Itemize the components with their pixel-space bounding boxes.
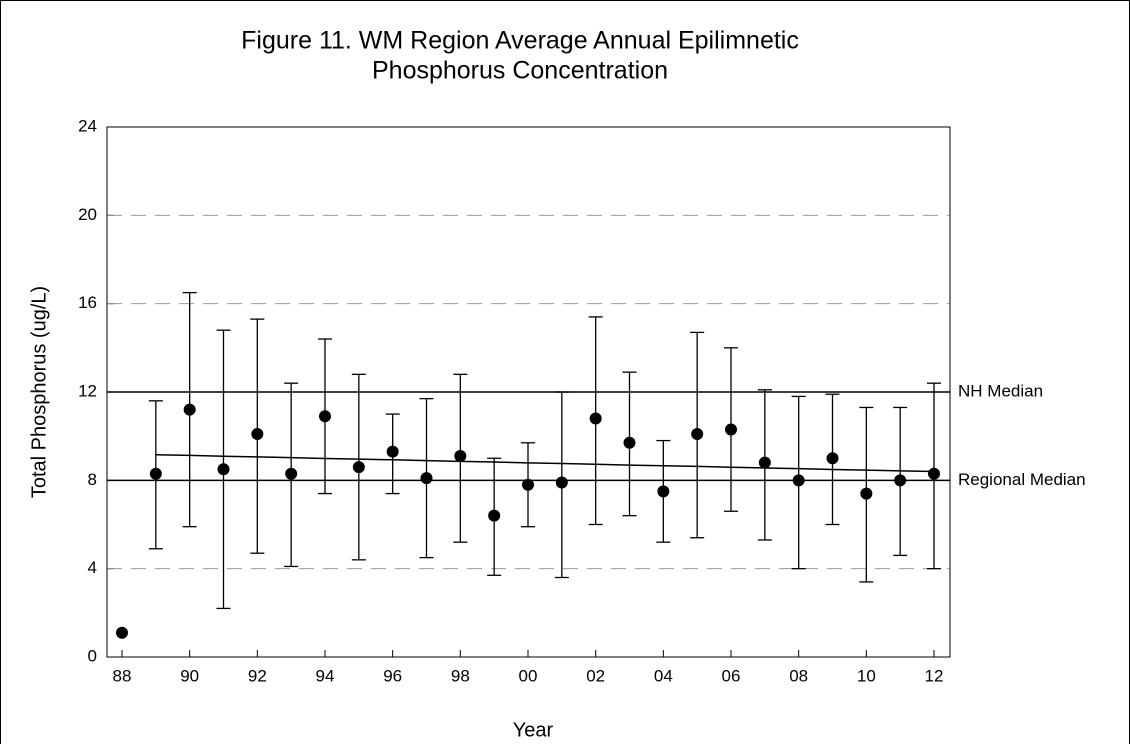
x-tick-label: 88 (113, 666, 132, 685)
data-point (285, 467, 298, 480)
x-tick-label: 12 (925, 666, 944, 685)
x-tick-label: 92 (248, 666, 267, 685)
data-point (589, 412, 602, 425)
data-point (386, 445, 399, 458)
data-point (183, 403, 196, 416)
reference-line-label: Regional Median (958, 470, 1086, 489)
data-point (454, 450, 467, 463)
data-point (657, 485, 670, 498)
y-tick-label: 4 (88, 558, 97, 577)
y-tick-label: 24 (78, 116, 97, 135)
data-point (420, 472, 433, 485)
data-point (758, 456, 771, 469)
chart-title: Phosphorus Concentration (372, 57, 668, 85)
y-tick-label: 16 (78, 293, 97, 312)
x-tick-label: 02 (586, 666, 605, 685)
data-point (116, 626, 128, 639)
data-point (555, 476, 568, 489)
data-point (251, 427, 264, 440)
x-tick-label: 98 (451, 666, 470, 685)
x-axis-title: Year (513, 719, 554, 741)
data-point (217, 463, 230, 476)
data-point (894, 474, 907, 487)
data-point (488, 509, 501, 522)
x-tick-label: 96 (383, 666, 402, 685)
y-axis-title: Total Phosphorus (ug/L) (28, 286, 50, 498)
data-point (691, 427, 704, 440)
data-point (352, 461, 365, 474)
data-point (319, 410, 331, 423)
x-tick-label: 90 (180, 666, 199, 685)
y-tick-label: 8 (88, 470, 97, 489)
data-point (860, 487, 873, 500)
y-tick-label: 20 (78, 205, 97, 224)
data-point (522, 478, 534, 491)
reference-line-label: NH Median (958, 381, 1043, 400)
data-point (928, 467, 940, 480)
data-point (623, 436, 636, 449)
y-tick-label: 0 (88, 646, 97, 665)
data-point (792, 474, 805, 487)
data-point (826, 452, 839, 465)
data-point (725, 423, 737, 436)
y-tick-label: 12 (78, 381, 97, 400)
x-tick-label: 94 (316, 666, 335, 685)
x-tick-label: 04 (654, 666, 673, 685)
chart-title: Figure 11. WM Region Average Annual Epil… (241, 27, 799, 55)
x-tick-label: 00 (519, 666, 538, 685)
trend-line (155, 453, 935, 473)
data-point (149, 467, 162, 480)
x-tick-label: 10 (857, 666, 876, 685)
x-tick-label: 08 (789, 666, 808, 685)
x-tick-label: 06 (722, 666, 741, 685)
